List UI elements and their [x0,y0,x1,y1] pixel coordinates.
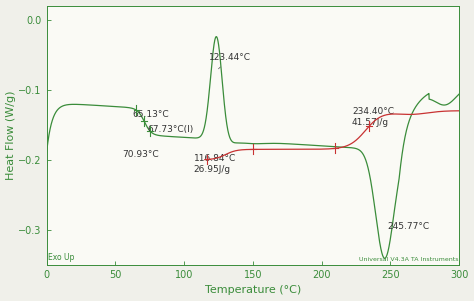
Text: 234.40°C
41.57J/g: 234.40°C 41.57J/g [352,107,394,127]
Text: 67.73°C(I): 67.73°C(I) [147,125,193,134]
Text: Universal V4.3A TA Instruments: Universal V4.3A TA Instruments [359,257,459,262]
Y-axis label: Heat Flow (W/g): Heat Flow (W/g) [6,91,16,180]
Text: Exo Up: Exo Up [47,253,74,262]
Text: 70.93°C: 70.93°C [122,150,159,159]
X-axis label: Temperature (°C): Temperature (°C) [205,285,301,296]
Text: 123.44°C: 123.44°C [209,53,251,69]
Text: 245.77°C: 245.77°C [388,222,430,231]
Text: 65.13°C: 65.13°C [132,110,169,119]
Text: 116.84°C
26.95J/g: 116.84°C 26.95J/g [194,154,236,175]
